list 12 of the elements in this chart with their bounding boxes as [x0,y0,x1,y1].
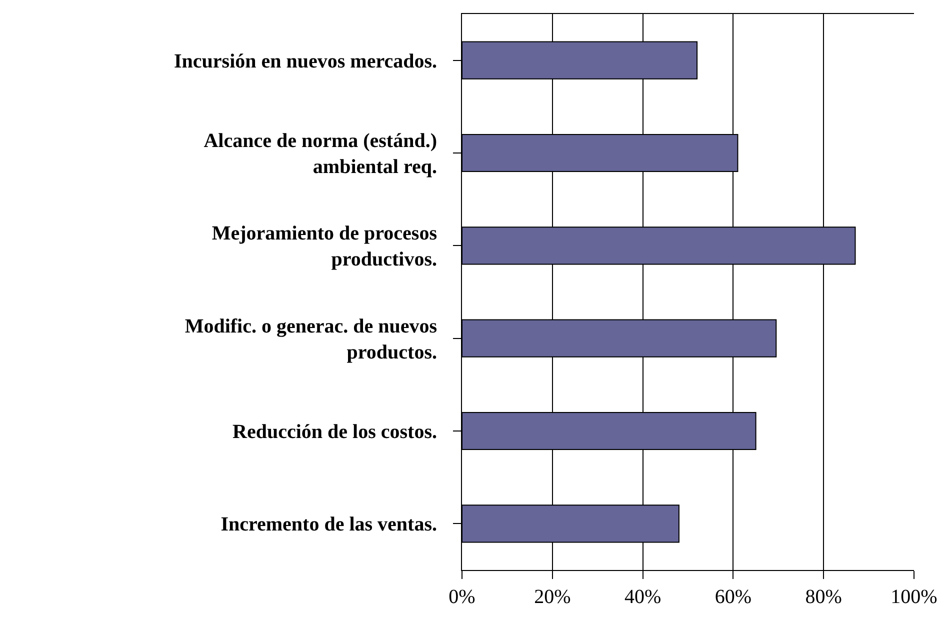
y-tick-label: Incremento de las ventas. [220,514,437,536]
y-tick-label: Incursión en nuevos mercados. [174,50,437,72]
x-tick-label: 100% [890,586,938,608]
x-tick-label: 40% [624,586,662,608]
x-tick-label: 80% [805,586,842,608]
y-tick-label: Mejoramiento de procesos productivos. [212,222,438,271]
y-tick-label: Reducción de los costos. [232,421,437,443]
y-tick-label: Modific. o generac. de nuevos productos. [184,315,438,364]
y-tick-label: Alcance de norma (estánd.) ambiental req. [204,130,437,178]
x-tick-label: 60% [714,586,752,608]
x-tick-label: 20% [534,586,571,608]
x-tick-label: 0% [448,586,476,608]
